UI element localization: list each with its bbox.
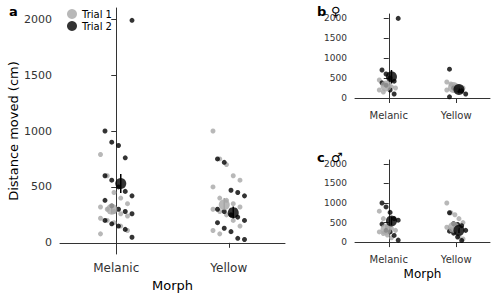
svg-text:500: 500 (330, 218, 347, 228)
svg-text:♀: ♀ (331, 4, 341, 19)
svg-text:Trial 2: Trial 2 (81, 21, 112, 32)
svg-text:Distance moved (cm): Distance moved (cm) (6, 61, 21, 201)
svg-text:2000: 2000 (324, 13, 347, 23)
svg-text:1500: 1500 (24, 69, 52, 82)
svg-text:b: b (317, 4, 326, 19)
svg-text:♂: ♂ (331, 150, 343, 165)
svg-text:a: a (9, 4, 18, 19)
svg-text:Morph: Morph (152, 278, 193, 293)
svg-text:1500: 1500 (324, 178, 347, 188)
svg-text:Yellow: Yellow (209, 261, 247, 275)
svg-text:Melanic: Melanic (93, 261, 139, 275)
svg-text:Morph: Morph (404, 267, 442, 281)
svg-text:0: 0 (341, 237, 347, 247)
svg-text:Yellow: Yellow (440, 254, 472, 265)
svg-text:1000: 1000 (324, 53, 347, 63)
svg-text:Trial 1: Trial 1 (81, 9, 112, 20)
svg-text:1500: 1500 (324, 33, 347, 43)
svg-text:0: 0 (45, 236, 52, 249)
svg-text:2000: 2000 (24, 13, 52, 26)
svg-text:Yellow: Yellow (440, 110, 472, 121)
svg-text:Melanic: Melanic (370, 254, 408, 265)
svg-text:500: 500 (31, 180, 52, 193)
svg-text:2000: 2000 (324, 158, 347, 169)
svg-text:c: c (317, 150, 325, 165)
svg-text:Melanic: Melanic (370, 110, 408, 121)
svg-text:500: 500 (330, 73, 347, 83)
svg-text:0: 0 (341, 93, 347, 103)
svg-text:1000: 1000 (324, 198, 347, 208)
svg-text:1000: 1000 (24, 125, 52, 138)
